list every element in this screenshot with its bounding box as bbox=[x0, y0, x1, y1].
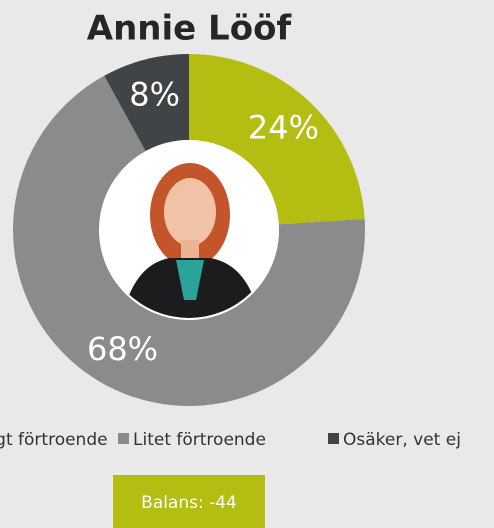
balance-box bbox=[113, 475, 265, 528]
legend-label: Högt förtroende bbox=[0, 430, 108, 450]
data-label: 24% bbox=[248, 108, 319, 146]
legend-label: Osäker, vet ej bbox=[343, 430, 461, 450]
face bbox=[164, 178, 216, 246]
donut-segment bbox=[13, 75, 366, 407]
balance-label: Balans: -44 bbox=[141, 493, 237, 513]
legend-swatch bbox=[118, 433, 129, 444]
legend-swatch bbox=[328, 433, 339, 444]
donut-segment bbox=[104, 54, 189, 152]
legend: Högt förtroende Litet förtroende Osäker, v… bbox=[0, 430, 461, 450]
chart-title: Annie Lööf bbox=[87, 9, 293, 49]
donut-segment bbox=[189, 54, 365, 225]
data-label: 8% bbox=[129, 75, 180, 113]
neck bbox=[181, 240, 199, 262]
legend-label: Litet förtroende bbox=[133, 430, 266, 450]
donut: 24% 68% 8% bbox=[13, 54, 366, 407]
data-label: 68% bbox=[87, 330, 158, 368]
portrait bbox=[99, 140, 279, 320]
top bbox=[176, 260, 204, 300]
